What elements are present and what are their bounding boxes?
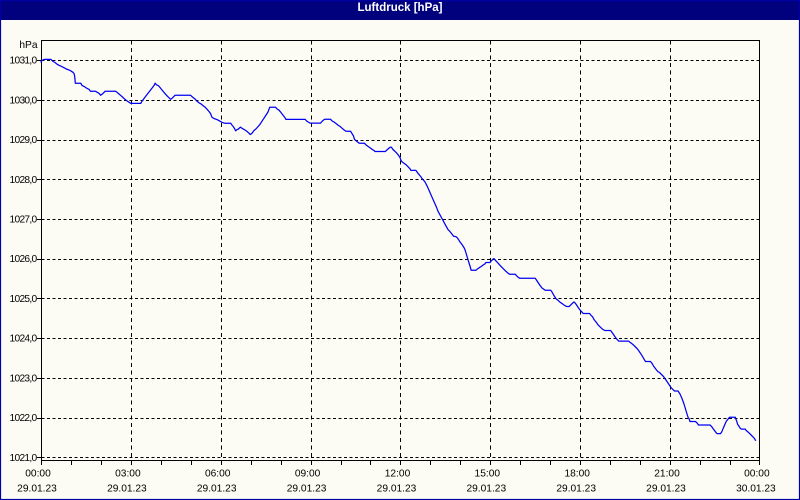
svg-text:09:00: 09:00	[295, 469, 321, 480]
svg-text:15:00: 15:00	[475, 469, 501, 480]
svg-text:hPa: hPa	[19, 40, 37, 51]
svg-text:00:00: 00:00	[744, 469, 770, 480]
svg-text:29.01.23: 29.01.23	[287, 484, 327, 495]
svg-text:1024,0: 1024,0	[10, 334, 38, 345]
svg-text:1028,0: 1028,0	[10, 175, 38, 186]
svg-text:1026,0: 1026,0	[10, 254, 38, 265]
svg-text:00:00: 00:00	[25, 469, 51, 480]
svg-text:03:00: 03:00	[115, 469, 141, 480]
svg-text:1031,0: 1031,0	[10, 56, 38, 67]
svg-text:18:00: 18:00	[564, 469, 590, 480]
svg-text:06:00: 06:00	[205, 469, 231, 480]
svg-text:29.01.23: 29.01.23	[556, 484, 596, 495]
svg-text:1027,0: 1027,0	[10, 215, 38, 226]
svg-text:30.01.23: 30.01.23	[736, 484, 776, 495]
svg-text:1023,0: 1023,0	[10, 373, 38, 384]
svg-text:12:00: 12:00	[385, 469, 411, 480]
svg-text:1029,0: 1029,0	[10, 135, 38, 146]
svg-text:1030,0: 1030,0	[10, 95, 38, 106]
svg-text:29.01.23: 29.01.23	[197, 484, 237, 495]
svg-text:29.01.23: 29.01.23	[377, 484, 417, 495]
svg-text:21:00: 21:00	[654, 469, 680, 480]
svg-text:29.01.23: 29.01.23	[17, 484, 57, 495]
svg-text:29.01.23: 29.01.23	[466, 484, 506, 495]
svg-text:29.01.23: 29.01.23	[107, 484, 147, 495]
svg-text:29.01.23: 29.01.23	[646, 484, 686, 495]
svg-text:1021,0: 1021,0	[10, 453, 38, 464]
svg-text:1022,0: 1022,0	[10, 413, 38, 424]
svg-text:1025,0: 1025,0	[10, 294, 38, 305]
